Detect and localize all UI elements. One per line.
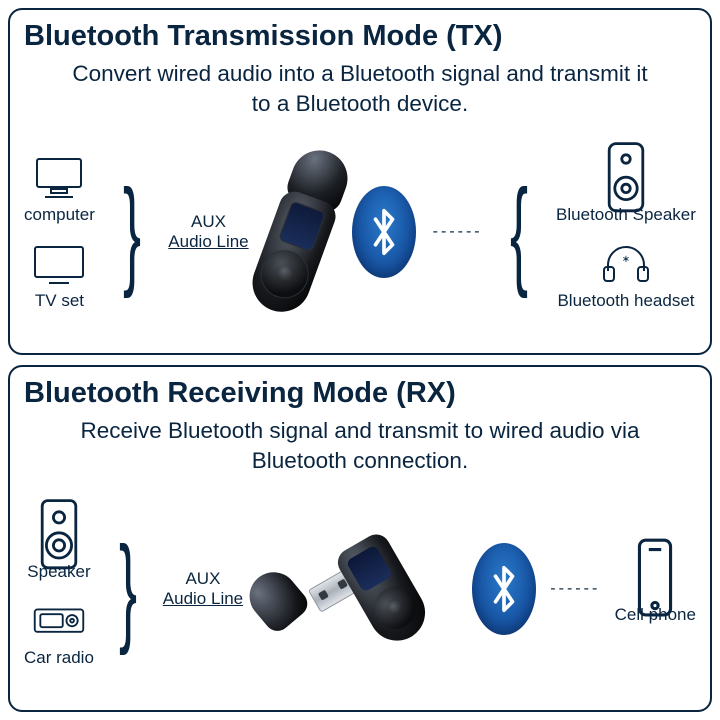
speaker-label: Speaker	[27, 562, 90, 582]
rx-desc: Receive Bluetooth signal and transmit to…	[60, 416, 660, 477]
car-radio-icon	[31, 596, 87, 644]
tx-panel: Bluetooth Transmission Mode (TX) Convert…	[8, 8, 712, 355]
rx-title: Bluetooth Receiving Mode (RX)	[24, 377, 696, 410]
rx-panel: Bluetooth Receiving Mode (RX) Receive Bl…	[8, 365, 712, 712]
dongle-closed-icon	[238, 141, 362, 325]
bluetooth-icon	[472, 543, 536, 635]
rx-brace-left: }	[119, 550, 137, 628]
rx-right-devices: Cell phone	[615, 553, 696, 625]
tx-title: Bluetooth Transmission Mode (TX)	[24, 20, 696, 53]
tx-right-devices: Bluetooth Speaker ∗ Bluetooth headset	[556, 153, 696, 311]
computer-item: computer	[24, 153, 95, 225]
computer-icon	[31, 153, 87, 201]
phone-icon	[627, 553, 683, 601]
car-radio-label: Car radio	[24, 648, 94, 668]
bt-headset-label: Bluetooth headset	[557, 291, 694, 311]
tx-dashes: ------	[433, 223, 483, 241]
bt-speaker-item: Bluetooth Speaker	[556, 153, 696, 225]
bluetooth-icon	[352, 186, 416, 278]
cellphone-label: Cell phone	[615, 605, 696, 625]
tx-flow: computer TV set } AUX Audio Line ------ …	[24, 130, 696, 335]
computer-label: computer	[24, 205, 95, 225]
tx-brace-left: }	[123, 193, 141, 271]
bt-headset-item: ∗ Bluetooth headset	[557, 239, 694, 311]
tx-left-devices: computer TV set	[24, 153, 95, 311]
tx-desc: Convert wired audio into a Bluetooth sig…	[60, 59, 660, 120]
rx-flow: Speaker Car radio } AUX Audio Line -----	[24, 487, 696, 692]
cellphone-item: Cell phone	[615, 553, 696, 625]
speaker-item: Speaker	[27, 510, 90, 582]
dongle-open-icon	[241, 487, 479, 700]
bt-headset-icon: ∗	[598, 239, 654, 287]
bt-speaker-label: Bluetooth Speaker	[556, 205, 696, 225]
tvset-label: TV set	[35, 291, 84, 311]
rx-left-devices: Speaker Car radio	[24, 510, 94, 668]
speaker-icon	[31, 510, 87, 558]
tx-aux-label: AUX Audio Line	[168, 212, 248, 253]
tx-brace-right: }	[510, 193, 528, 271]
rx-aux-label: AUX Audio Line	[163, 569, 243, 610]
tv-icon	[31, 239, 87, 287]
tvset-item: TV set	[31, 239, 87, 311]
svg-text:∗: ∗	[622, 254, 630, 265]
car-radio-item: Car radio	[24, 596, 94, 668]
bt-speaker-icon	[598, 153, 654, 201]
rx-dashes: ------	[550, 580, 600, 598]
